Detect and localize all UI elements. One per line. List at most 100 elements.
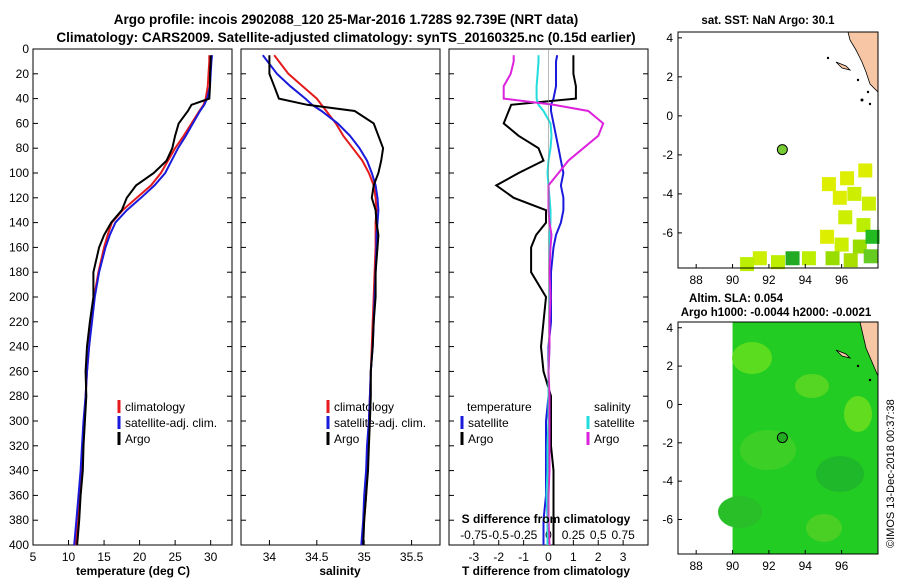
sst-cell: [820, 229, 835, 244]
legend-satellite: satellite-adj. clim.: [334, 416, 426, 430]
legend-t-argo: Argo: [468, 432, 494, 446]
x-tick-label: 34: [263, 550, 277, 564]
salinity-xlabel: salinity: [319, 564, 361, 578]
lon-tick-label: 96: [835, 559, 849, 573]
sst-cell: [858, 163, 873, 178]
lon-tick-label: 94: [799, 273, 813, 287]
legend-satellite: satellite-adj. clim.: [125, 416, 217, 430]
lat-tick-label: 0: [666, 109, 673, 123]
sla-map-frame: [677, 321, 879, 555]
lon-tick-label: 90: [726, 559, 740, 573]
depth-tick-label: 300: [9, 414, 29, 428]
lon-tick-label: 90: [726, 273, 740, 287]
sla-patch: [816, 456, 864, 492]
sla-lon-ticks: 88 90 92 94 96: [690, 550, 849, 573]
depth-tick-label: 160: [9, 240, 29, 254]
x-tick-label: 34.5: [305, 550, 329, 564]
depth-tick-label: 180: [9, 265, 29, 279]
sla-patch: [732, 342, 772, 374]
sst-cell: [856, 218, 871, 233]
sla-map-panel: Altim. SLA: 0.054 Argo h1000: -0.0044 h2…: [662, 293, 879, 573]
islet: [866, 90, 870, 94]
lat-tick-label: -6: [662, 226, 673, 240]
sla-map-title: Altim. SLA: 0.054: [689, 293, 784, 305]
sst-cell: [843, 253, 858, 268]
legend-argo: Argo: [125, 432, 151, 446]
s-difference-tick-labels: -0.75 -0.5 -0.25 0 0.25 0.5 0.75: [460, 528, 635, 542]
sst-cell: [821, 177, 836, 192]
salinity-frame: [240, 48, 441, 546]
sst-cell: [832, 190, 847, 205]
sla-map-subtitle: Argo h1000: -0.0044 h2000: -0.0021: [681, 307, 872, 319]
legend-s-satellite: satellite: [594, 416, 635, 430]
island: [835, 349, 852, 359]
s-tick-label: -0.5: [488, 528, 509, 542]
lon-tick-label: 92: [762, 273, 776, 287]
depth-tick-label: 60: [16, 116, 30, 130]
title-line-2: Climatology: CARS2009. Satellite-adjuste…: [56, 30, 635, 45]
x-tick-label: -3: [469, 550, 480, 564]
sst-cell: [863, 249, 878, 264]
sla-patch: [844, 396, 872, 432]
x-tick-label: -2: [493, 550, 504, 564]
depth-tick-labels: 0 20 40 60 80 100 120 140 160 180 200 220 240 260 280 3…: [9, 42, 648, 552]
islet: [856, 364, 860, 368]
sst-cell: [861, 196, 876, 211]
sst-cells: [740, 163, 880, 272]
difference-lines: [494, 49, 605, 546]
sst-lat-ticks: 4 2 0 -2 -4 -6: [662, 31, 682, 240]
x-tick-label: 15: [97, 550, 111, 564]
lat-tick-label: 2: [666, 359, 673, 373]
depth-tick-label: 20: [16, 67, 30, 81]
legend-climatology: climatology: [334, 400, 394, 414]
legend-climatology: climatology: [125, 400, 185, 414]
depth-tick-label: 360: [9, 488, 29, 502]
x-tick-label: 20: [133, 550, 147, 564]
argo-position-marker: [776, 432, 788, 444]
salinity-panel: 34 34.5 35 35.5 salinity climatology satell…: [240, 48, 441, 578]
depth-tick-label: 400: [9, 538, 29, 552]
lon-tick-label: 88: [690, 559, 704, 573]
sst-cell: [752, 251, 767, 266]
depth-tick-label: 0: [22, 42, 29, 56]
temperature-xlabel: temperature (deg C): [76, 564, 190, 578]
x-tick-label: 1: [570, 550, 577, 564]
difference-panel: -3 -2 -1 0 1 2 3 -0.75 -0.5 -0.25 0 0.25 0.5 0.75 S …: [448, 48, 649, 578]
depth-tick-label: 100: [9, 166, 29, 180]
lon-tick-label: 96: [835, 273, 849, 287]
s-difference-label: S difference from climatology: [462, 512, 631, 526]
legend-salinity-title: salinity: [594, 400, 631, 414]
temperature-panel: 0204060801001201401601802002202402602803…: [9, 42, 648, 578]
sst-map-frame: [677, 31, 879, 269]
depth-tick-label: 80: [16, 141, 30, 155]
depth-tick-label: 40: [16, 92, 30, 106]
lat-tick-label: 0: [666, 397, 673, 411]
legend-t-satellite: satellite: [468, 416, 509, 430]
credit-stamp: ©IMOS 13-Dec-2018 00:37:38: [885, 399, 897, 548]
x-tick-label: 35.5: [400, 550, 424, 564]
s-tick-label: -0.25: [510, 528, 538, 542]
temperature-frame: [32, 48, 233, 546]
depth-tick-label: 260: [9, 364, 29, 378]
sst-lon-ticks: 88 90 92 94 96: [690, 264, 849, 287]
lat-tick-label: 2: [666, 70, 673, 84]
lon-tick-label: 88: [690, 273, 704, 287]
depth-tick-label: 240: [9, 340, 29, 354]
sla-patch: [795, 374, 829, 398]
lat-tick-label: -6: [662, 512, 673, 526]
x-tick-label: 3: [620, 550, 627, 564]
lon-tick-label: 94: [799, 559, 813, 573]
lat-tick-label: -4: [662, 187, 673, 201]
lat-tick-label: -2: [662, 148, 673, 162]
sst-land: [826, 31, 879, 106]
x-tick-label: 35: [358, 550, 372, 564]
temperature-lines: [73, 55, 214, 546]
t-difference-xlabel: T difference from climatology: [462, 564, 630, 578]
sla-patch: [806, 514, 842, 542]
lat-tick-label: 4: [666, 31, 673, 45]
x-tick-label: 0: [545, 550, 552, 564]
series-t-argo-line: [494, 55, 577, 545]
depth-tick-label: 220: [9, 315, 29, 329]
islet: [856, 78, 860, 82]
s-tick-label: -0.75: [460, 528, 488, 542]
